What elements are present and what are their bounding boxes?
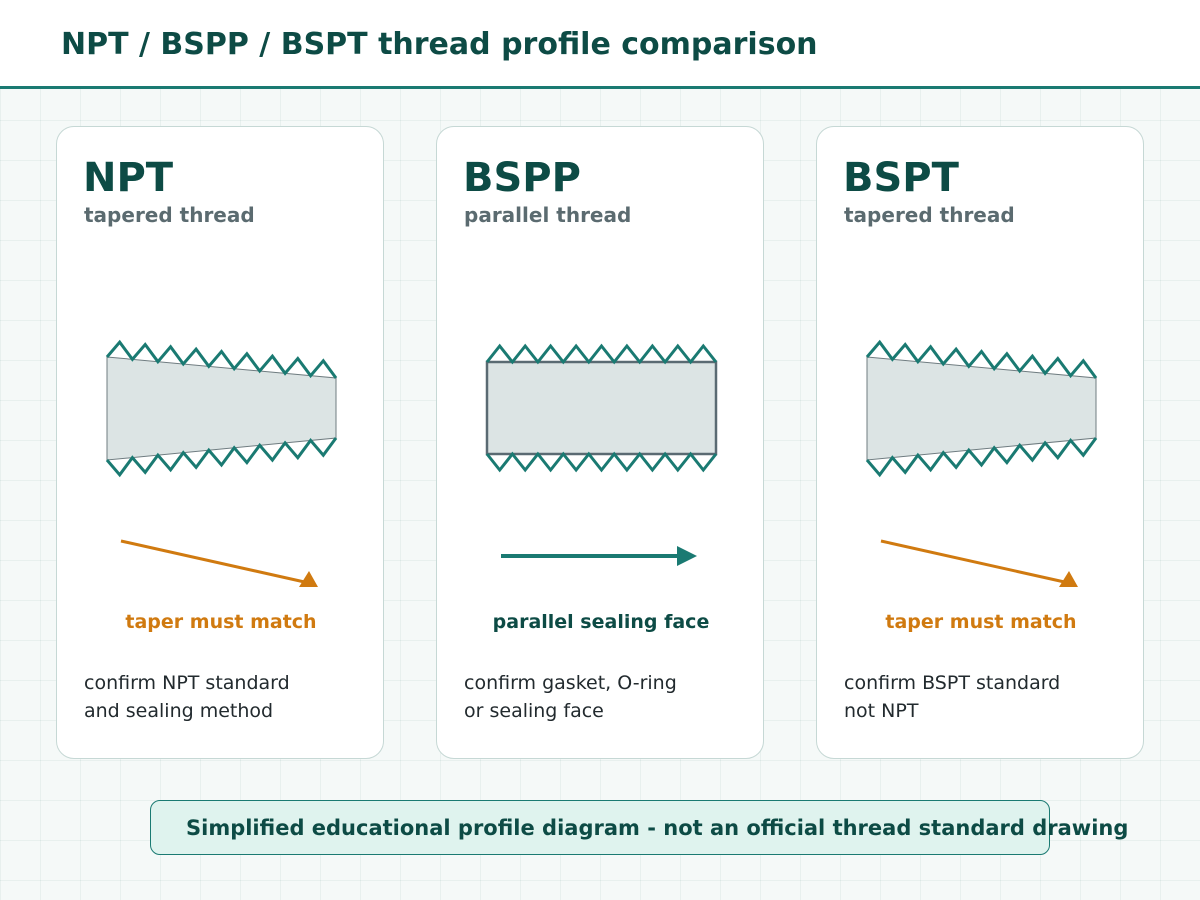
card-subtitle: tapered thread (844, 203, 1015, 227)
bspt-thread-profile (865, 339, 1098, 587)
card-bspt: BSPT tapered thread taper must match con… (816, 126, 1144, 759)
taper-arrow-head (1059, 571, 1078, 587)
thread-top-teeth (865, 339, 1098, 379)
card-npt: NPT tapered thread taper must match conf… (56, 126, 384, 759)
thread-bottom-teeth (485, 451, 718, 473)
card-description-line: confirm NPT standard (84, 672, 290, 694)
taper-arrow-line (120, 539, 310, 585)
disclaimer-text: Simplified educational profile diagram -… (186, 816, 1129, 840)
card-subtitle: parallel thread (464, 203, 632, 227)
thread-top-teeth (105, 339, 338, 379)
parallel-arrow-head (677, 546, 697, 566)
card-description: confirm NPT standard and sealing method (84, 669, 290, 725)
header: NPT / BSPP / BSPT thread profile compari… (0, 0, 1200, 89)
card-description-line: confirm gasket, O-ring (464, 672, 677, 694)
card-description-line: not NPT (844, 700, 919, 722)
card-description-line: and sealing method (84, 700, 274, 722)
card-description-line: or sealing face (464, 700, 604, 722)
card-description: confirm gasket, O-ring or sealing face (464, 669, 677, 725)
card-note: taper must match (125, 611, 317, 633)
thread-top-teeth (485, 343, 718, 365)
thread-body (106, 356, 337, 461)
card-name: BSPP (463, 155, 581, 201)
card-name: BSPT (843, 155, 959, 201)
card-description-line: confirm BSPT standard (844, 672, 1061, 694)
card-subtitle: tapered thread (84, 203, 255, 227)
page-title: NPT / BSPP / BSPT thread profile compari… (61, 27, 818, 62)
taper-arrow-head (299, 571, 318, 587)
npt-thread-profile (105, 339, 338, 587)
card-name: NPT (83, 155, 174, 201)
card-bspp: BSPP parallel thread parallel sealing fa… (436, 126, 764, 759)
thread-bottom-teeth (865, 437, 1098, 478)
taper-arrow-line (880, 539, 1070, 585)
thread-bottom-teeth (105, 437, 338, 478)
bspp-thread-profile (485, 343, 718, 566)
card-note: parallel sealing face (492, 611, 710, 633)
card-note: taper must match (885, 611, 1077, 633)
disclaimer-banner: Simplified educational profile diagram -… (150, 800, 1128, 855)
thread-body (485, 360, 718, 456)
thread-body (866, 356, 1097, 461)
card-description: confirm BSPT standard not NPT (844, 669, 1060, 725)
